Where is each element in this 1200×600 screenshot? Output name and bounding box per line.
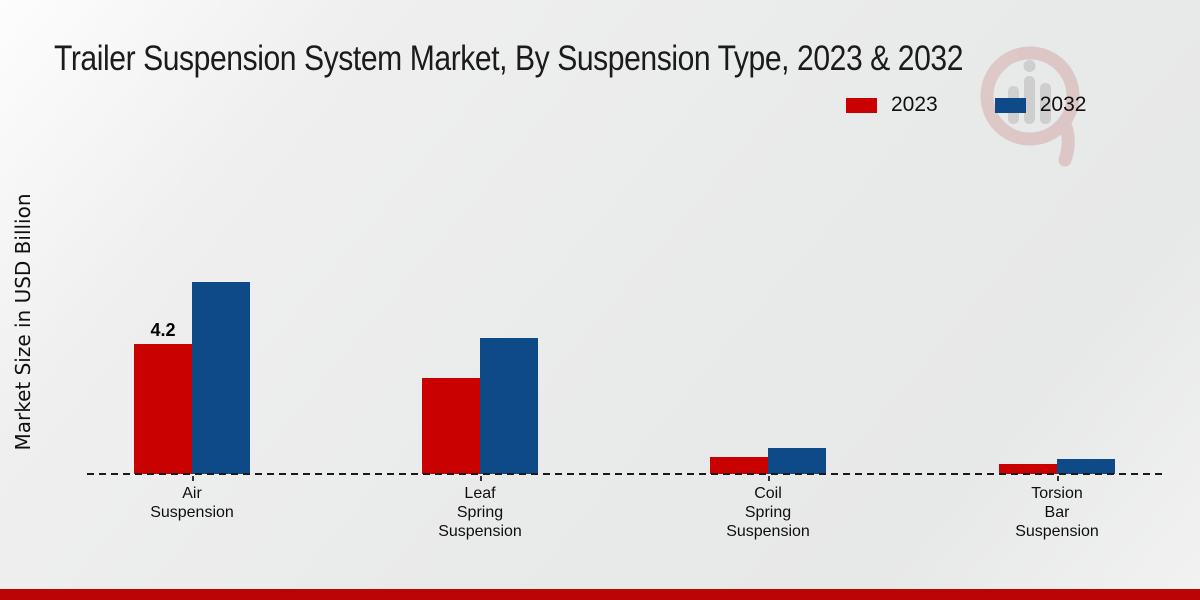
x-axis-label-coil-spring-suspension: Coil Spring Suspension	[726, 485, 810, 540]
footer-accent-bar	[0, 589, 1200, 600]
bar-2032-air-suspension	[192, 282, 250, 474]
bar-2032-coil-spring-suspension	[768, 448, 826, 474]
x-axis-label-leaf-spring-suspension: Leaf Spring Suspension	[438, 485, 522, 540]
chart-title: Trailer Suspension System Market, By Sus…	[54, 39, 964, 78]
x-axis-label-torsion-bar-suspension: Torsion Bar Suspension	[1015, 485, 1099, 540]
bar-2023-air-suspension	[134, 344, 192, 474]
y-axis-title: Market Size in USD Billion	[11, 193, 35, 451]
legend: 2023 2032	[846, 93, 1086, 117]
x-tick-air-suspension	[192, 476, 194, 481]
bar-2032-torsion-bar-suspension	[1057, 459, 1115, 474]
legend-swatch-2032	[994, 97, 1026, 113]
legend-swatch-2023	[846, 97, 877, 113]
bar-2032-leaf-spring-suspension	[480, 338, 538, 474]
legend-item-2032: 2032	[994, 93, 1087, 117]
data-label-2023-air-suspension: 4.2	[150, 320, 176, 340]
x-tick-torsion-bar-suspension	[1057, 476, 1059, 481]
legend-label-2032: 2032	[1039, 93, 1087, 116]
legend-item-2023: 2023	[846, 93, 938, 117]
x-tick-coil-spring-suspension	[768, 476, 770, 481]
x-axis-baseline	[87, 473, 1167, 475]
x-tick-leaf-spring-suspension	[480, 476, 482, 481]
x-axis-label-air-suspension: Air Suspension	[150, 485, 234, 521]
market-research-future-logo-icon	[980, 46, 1080, 167]
legend-label-2023: 2023	[891, 93, 938, 116]
bar-2023-coil-spring-suspension	[710, 457, 768, 474]
bar-2023-leaf-spring-suspension	[422, 378, 480, 474]
bar-2023-torsion-bar-suspension	[999, 464, 1057, 474]
